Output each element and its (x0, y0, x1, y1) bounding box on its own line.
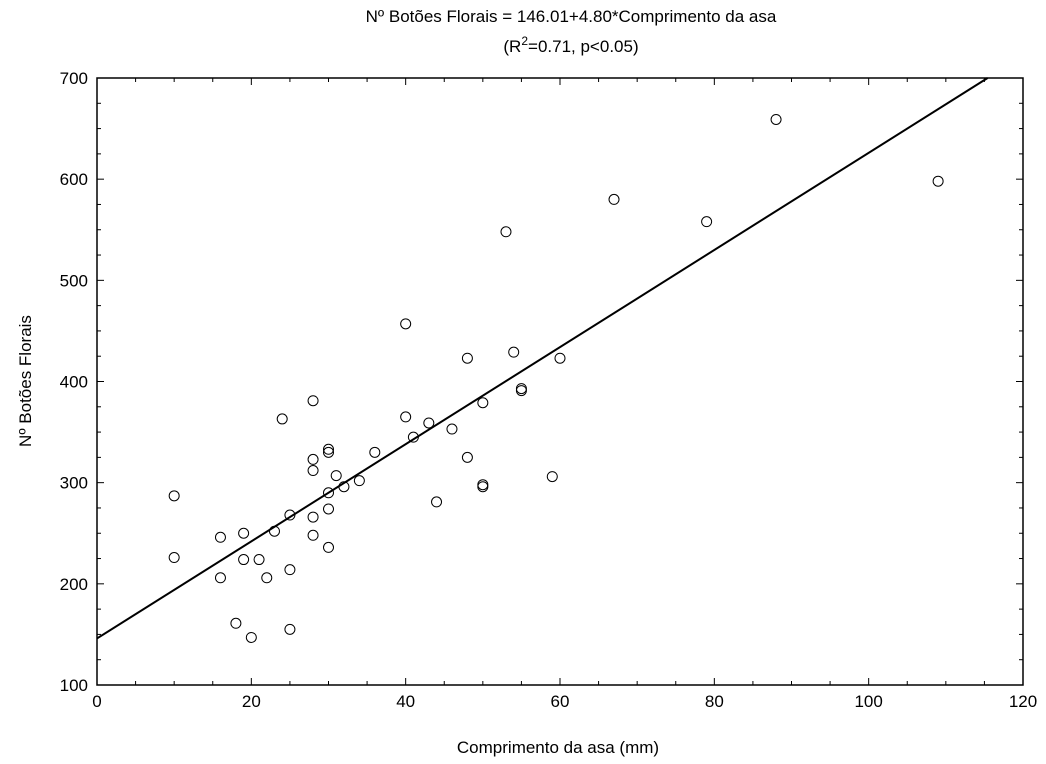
y-axis-label: Nº Botões Florais (16, 315, 35, 447)
data-point (276, 413, 288, 425)
data-point (168, 490, 180, 502)
data-point (323, 541, 334, 553)
data-point (554, 352, 566, 364)
data-point (307, 453, 319, 465)
data-point (168, 552, 180, 564)
x-tick-label: 60 (551, 692, 570, 711)
subtitle-prefix: (R (503, 37, 521, 56)
data-point (353, 475, 365, 487)
data-point (701, 216, 713, 228)
data-point (323, 443, 334, 455)
data-point (546, 471, 558, 483)
data-point (515, 383, 527, 395)
x-axis-label: Comprimento da asa (mm) (457, 738, 659, 757)
data-point (500, 226, 512, 238)
regression-line (96, 77, 989, 640)
x-tick-label: 100 (854, 692, 882, 711)
data-point (431, 496, 443, 508)
y-tick-label: 200 (60, 575, 88, 594)
data-point (323, 487, 334, 499)
data-point (400, 318, 412, 330)
y-tick-label: 700 (60, 69, 88, 88)
data-point (400, 411, 412, 423)
data-point (323, 446, 334, 458)
data-point (214, 531, 226, 543)
data-point (307, 395, 319, 407)
subtitle-superscript: 2 (521, 34, 528, 48)
data-point (307, 511, 319, 523)
data-point (238, 554, 250, 566)
data-point (253, 554, 265, 566)
y-tick-label: 400 (60, 373, 88, 392)
data-points (168, 113, 944, 643)
data-point (307, 529, 319, 541)
x-tick-label: 40 (396, 692, 415, 711)
data-point (461, 451, 473, 463)
x-tick-label: 80 (705, 692, 724, 711)
data-point (214, 572, 226, 584)
data-point (477, 481, 489, 493)
data-point (423, 417, 435, 429)
y-tick-label: 500 (60, 271, 88, 290)
data-point (307, 465, 319, 477)
plot-frame (96, 77, 1024, 686)
data-point (477, 397, 489, 409)
x-tick-label: 120 (1009, 692, 1037, 711)
data-point (477, 479, 489, 491)
chart-title: Nº Botões Florais = 146.01+4.80*Comprime… (366, 7, 777, 26)
x-tick-label: 20 (242, 692, 261, 711)
data-point (369, 446, 381, 458)
data-point (323, 503, 334, 515)
y-tick-label: 300 (60, 474, 88, 493)
y-tick-label: 100 (60, 676, 88, 695)
data-point (284, 623, 296, 635)
axis-ticks (96, 77, 1024, 686)
data-point (284, 564, 296, 576)
data-point (608, 193, 620, 205)
data-point (330, 470, 342, 482)
y-tick-label: 600 (60, 170, 88, 189)
x-tick-label: 0 (92, 692, 101, 711)
data-point (261, 572, 273, 584)
data-point (446, 423, 458, 435)
data-point (515, 385, 527, 397)
data-point (770, 113, 782, 125)
data-point (230, 617, 242, 629)
data-point (245, 631, 257, 643)
chart-subtitle: (R2=0.71, p<0.05) (503, 34, 638, 56)
data-point (508, 346, 520, 358)
axis-tick-labels: 0 20 40 60 80 100 120 100 200 300 400 500 600 700 (60, 69, 1038, 711)
data-point (932, 175, 944, 187)
subtitle-suffix: =0.71, p<0.05) (528, 37, 639, 56)
data-point (238, 527, 250, 539)
data-point (461, 352, 473, 364)
